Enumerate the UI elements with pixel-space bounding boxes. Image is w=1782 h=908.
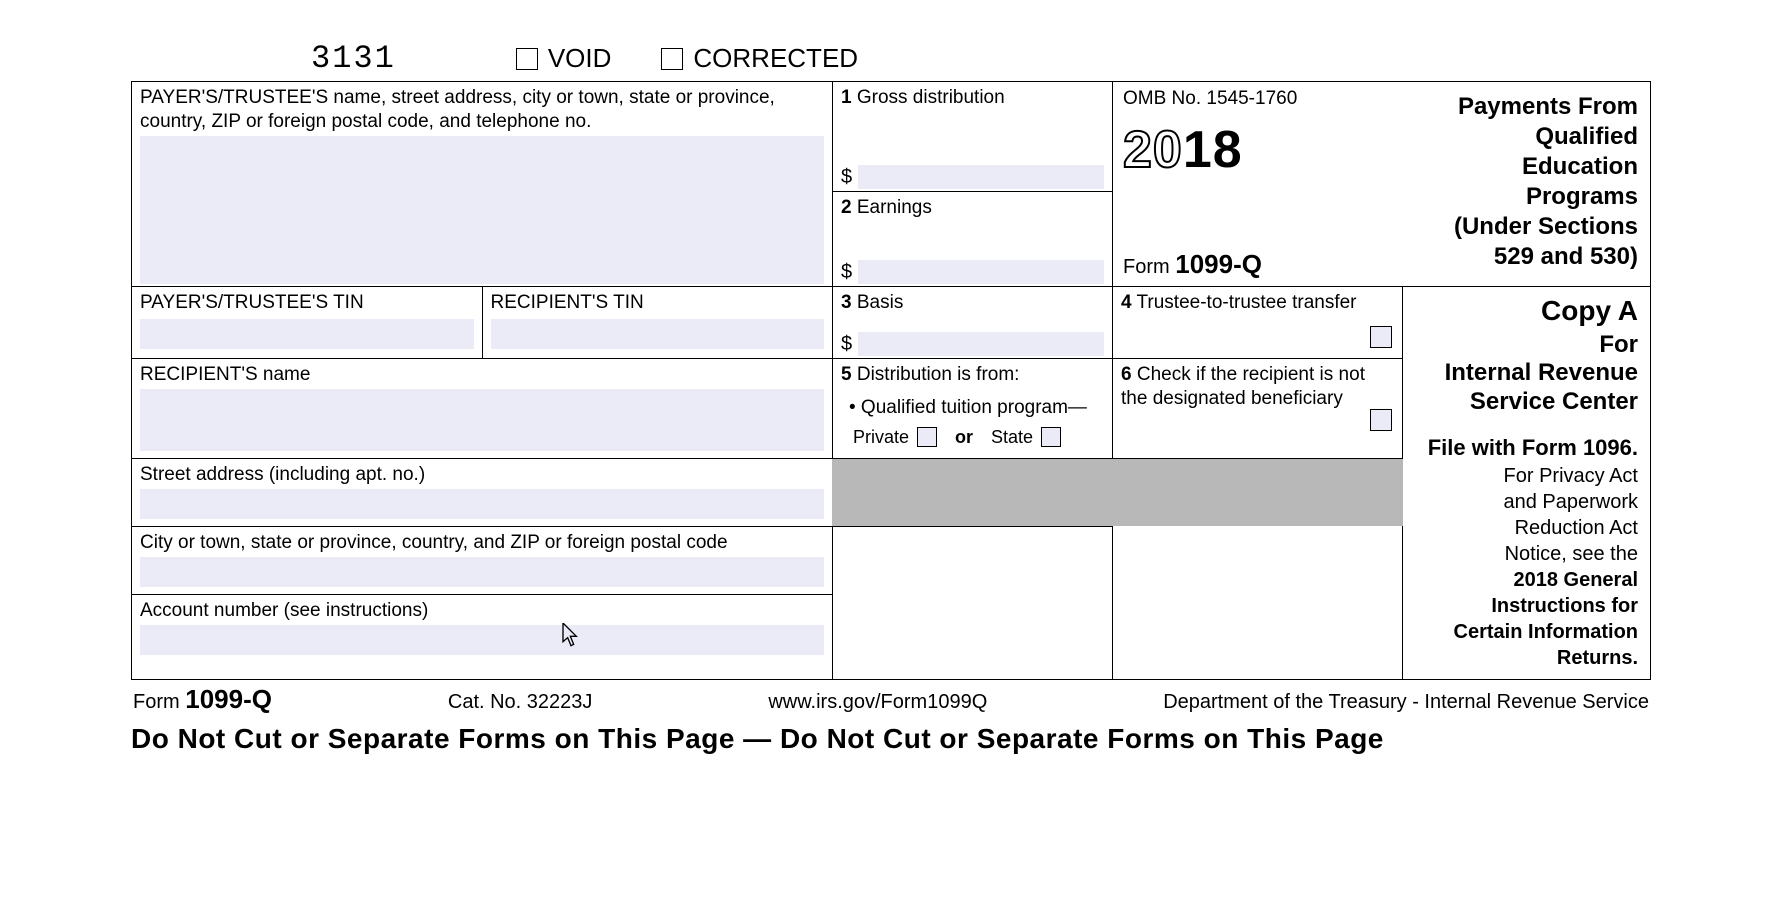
- box4-cell: 4 Trustee-to-trustee transfer: [1113, 287, 1402, 359]
- recipient-tin-input[interactable]: [491, 319, 825, 349]
- box1-cell: 1 Gross distribution $: [833, 82, 1112, 192]
- box2-label: 2 Earnings: [841, 196, 1104, 220]
- account-label: Account number (see instructions): [140, 599, 824, 623]
- tax-year: 2018: [1123, 120, 1392, 180]
- state-label: State: [991, 427, 1033, 448]
- box1-input[interactable]: [858, 165, 1104, 189]
- box2-amount-row: $: [841, 260, 1104, 284]
- box5-label: 5 Distribution is from:: [841, 363, 1104, 387]
- box3-label: 3 Basis: [841, 291, 1104, 315]
- box5-qtp: • Qualified tuition program—: [841, 397, 1104, 419]
- city-cell: City or town, state or province, country…: [132, 527, 832, 595]
- recipient-tin-label: RECIPIENT'S TIN: [491, 291, 825, 315]
- copy-a: Copy A: [1415, 295, 1638, 327]
- box3-amount-row: $: [841, 332, 1104, 356]
- right-copy-cell: Copy A For Internal Revenue Service Cent…: [1402, 287, 1650, 679]
- payer-tin-label: PAYER'S/TRUSTEE'S TIN: [140, 291, 474, 315]
- box4-label: 4 Trustee-to-trustee transfer: [1121, 291, 1394, 315]
- corrected-checkbox[interactable]: [661, 48, 683, 70]
- omb-cell: OMB No. 1545-1760 2018: [1113, 82, 1402, 192]
- col-mid: 1 Gross distribution $ 2 Earnings $ 3 Ba…: [832, 82, 1112, 679]
- col-right: Payments From Qualified Education Progra…: [1402, 82, 1650, 679]
- box6-label: 6 Check if the recipient is not the desi…: [1121, 363, 1394, 411]
- footer-url: www.irs.gov/Form1099Q: [768, 691, 987, 714]
- corrected-group: CORRECTED: [661, 43, 858, 74]
- right-title-cell: Payments From Qualified Education Progra…: [1401, 82, 1651, 287]
- mid2-remainder: [1113, 526, 1402, 679]
- form-1099q: 3131 VOID CORRECTED PAYER'S/TRUSTEE'S na…: [131, 40, 1651, 755]
- col-mid2: OMB No. 1545-1760 2018 Form 1099-Q 4 Tru…: [1112, 82, 1402, 679]
- recipient-name-input[interactable]: [140, 389, 824, 451]
- box6-checkbox[interactable]: [1370, 409, 1392, 431]
- or-label: or: [955, 427, 973, 448]
- year-outline: 20: [1123, 121, 1183, 179]
- box1-label: 1 Gross distribution: [841, 86, 1104, 110]
- account-input[interactable]: [140, 625, 824, 655]
- payer-label: PAYER'S/TRUSTEE'S name, street address, …: [140, 86, 824, 134]
- private-label: Private: [853, 427, 909, 448]
- mid-remainder: [833, 527, 1112, 679]
- recipient-name-cell: RECIPIENT'S name: [132, 359, 832, 459]
- gray-fill: [832, 458, 1404, 526]
- main-grid: PAYER'S/TRUSTEE'S name, street address, …: [131, 81, 1651, 680]
- corrected-label: CORRECTED: [693, 43, 858, 74]
- city-input[interactable]: [140, 557, 824, 587]
- dollar-sign: $: [841, 333, 852, 356]
- top-row: 3131 VOID CORRECTED: [131, 40, 1651, 77]
- irs-line2: Service Center: [1415, 388, 1638, 417]
- box4-checkbox[interactable]: [1370, 326, 1392, 348]
- street-label: Street address (including apt. no.): [140, 463, 824, 487]
- dollar-sign: $: [841, 261, 852, 284]
- box2-input[interactable]: [858, 260, 1104, 284]
- private-checkbox[interactable]: [917, 427, 937, 447]
- irs-line1: Internal Revenue: [1415, 359, 1638, 388]
- void-label: VOID: [548, 43, 612, 74]
- notice: For Privacy Act and Paperwork Reduction …: [1415, 463, 1638, 671]
- recipient-tin-cell: RECIPIENT'S TIN: [483, 287, 833, 358]
- footer-dept: Department of the Treasury - Internal Re…: [1163, 691, 1649, 714]
- payer-cell: PAYER'S/TRUSTEE'S name, street address, …: [132, 82, 832, 287]
- box3-cell: 3 Basis $: [833, 287, 1112, 359]
- payer-tin-cell: PAYER'S/TRUSTEE'S TIN: [132, 287, 483, 358]
- for-label: For: [1415, 331, 1638, 359]
- form-name: Form 1099-Q: [1123, 249, 1262, 280]
- street-input[interactable]: [140, 489, 824, 519]
- footer-cat: Cat. No. 32223J: [448, 691, 593, 714]
- box5-private-state-row: Private or State: [841, 427, 1104, 448]
- tin-row: PAYER'S/TRUSTEE'S TIN RECIPIENT'S TIN: [132, 287, 832, 359]
- account-cell: Account number (see instructions): [132, 595, 832, 663]
- city-label: City or town, state or province, country…: [140, 531, 824, 555]
- footer-row: Form 1099-Q Cat. No. 32223J www.irs.gov/…: [131, 680, 1651, 719]
- do-not-cut: Do Not Cut or Separate Forms on This Pag…: [131, 723, 1651, 755]
- footer-form: Form 1099-Q: [133, 684, 272, 715]
- omb-number: OMB No. 1545-1760: [1123, 88, 1392, 110]
- form-name-cell: Form 1099-Q: [1113, 192, 1402, 287]
- state-checkbox[interactable]: [1041, 427, 1061, 447]
- form-code: 3131: [311, 40, 396, 77]
- payer-input[interactable]: [140, 136, 824, 284]
- recipient-name-label: RECIPIENT'S name: [140, 363, 824, 387]
- box2-cell: 2 Earnings $: [833, 192, 1112, 287]
- street-cell: Street address (including apt. no.): [132, 459, 832, 527]
- void-checkbox[interactable]: [516, 48, 538, 70]
- box6-cell: 6 Check if the recipient is not the desi…: [1113, 359, 1402, 459]
- box1-amount-row: $: [841, 165, 1104, 189]
- col-left: PAYER'S/TRUSTEE'S name, street address, …: [132, 82, 832, 679]
- void-group: VOID: [516, 43, 612, 74]
- dollar-sign: $: [841, 166, 852, 189]
- payer-tin-input[interactable]: [140, 319, 474, 349]
- file-with: File with Form 1096.: [1415, 435, 1638, 461]
- box3-input[interactable]: [858, 332, 1104, 356]
- year-bold: 18: [1183, 121, 1243, 179]
- form-title: Payments From Qualified Education Progra…: [1413, 92, 1639, 272]
